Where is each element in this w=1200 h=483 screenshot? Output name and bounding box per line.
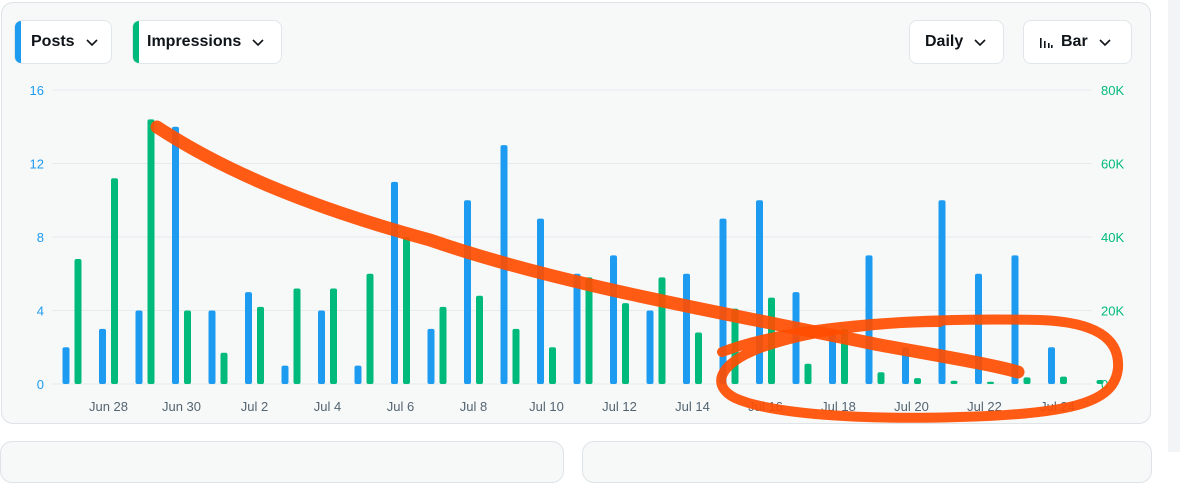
impressions-bar [476, 295, 483, 384]
x-axis-ticks: Jun 28 Jun 30 Jul 2 Jul 4 Jul 6 Jul 8 Jul 10 Ju… [89, 399, 1075, 414]
posts-bar [135, 310, 143, 384]
page-scrollbar[interactable] [1168, 0, 1180, 452]
x-tick-label: Jun 30 [162, 399, 201, 414]
posts-color-indicator [15, 21, 21, 63]
bar-chart-icon [1039, 35, 1053, 49]
left-tick-label: 12 [30, 157, 44, 172]
posts-bar [99, 328, 106, 384]
chart-type-dropdown[interactable]: Bar [1023, 20, 1132, 64]
left-tick-label: 8 [37, 230, 44, 245]
posts-bar [464, 200, 471, 384]
chevron-down-icon [973, 35, 987, 49]
posts-bar [208, 310, 216, 384]
impressions-metric-dropdown[interactable]: Impressions [132, 20, 282, 64]
right-tick-label: 0 [1101, 377, 1108, 392]
posts-bar [62, 347, 70, 384]
left-axis-ticks: 0 4 8 12 16 [30, 83, 44, 392]
right-tick-label: 20K [1101, 304, 1124, 319]
posts-bar [938, 200, 946, 384]
x-tick-label: Jul 14 [675, 399, 710, 414]
right-tick-label: 60K [1101, 157, 1124, 172]
posts-bar [391, 181, 398, 384]
gridlines [52, 89, 1092, 385]
posts-bar [683, 273, 690, 384]
posts-bar [318, 310, 325, 384]
impressions-bar [1060, 376, 1067, 384]
impressions-bar [403, 237, 410, 384]
impressions-bar [695, 332, 702, 384]
right-tick-label: 40K [1101, 230, 1124, 245]
impressions-bar [950, 380, 958, 384]
impressions-bar [257, 306, 264, 384]
impressions-bar [439, 306, 447, 384]
impressions-color-indicator [133, 21, 139, 63]
posts-bar [172, 126, 179, 384]
x-tick-label: Jun 28 [89, 399, 128, 414]
posts-bar [573, 273, 581, 384]
chevron-down-icon [85, 35, 99, 49]
impressions-bar [366, 273, 374, 384]
impressions-bar [549, 347, 556, 384]
x-tick-label: Jul 22 [967, 399, 1002, 414]
posts-bar [829, 328, 836, 384]
x-tick-label: Jul 20 [894, 399, 929, 414]
posts-bar [427, 328, 435, 384]
interval-dropdown[interactable]: Daily [909, 20, 1004, 64]
interval-label: Daily [925, 33, 964, 50]
left-tick-label: 16 [30, 83, 44, 98]
posts-metric-dropdown[interactable]: Posts [14, 20, 112, 64]
impressions-bar [147, 119, 155, 385]
impressions-bar [914, 378, 921, 384]
impressions-bar [1023, 377, 1031, 384]
posts-bar [756, 200, 763, 384]
impressions-bar [330, 288, 337, 384]
impressions-bar [622, 303, 629, 384]
left-tick-label: 4 [37, 304, 44, 319]
posts-bar [537, 218, 544, 384]
impressions-bar [220, 352, 228, 384]
posts-bar [719, 218, 727, 384]
impressions-bar [585, 277, 593, 384]
chevron-down-icon [1098, 35, 1112, 49]
secondary-card-left [0, 441, 564, 483]
impressions-bar [111, 178, 118, 384]
impressions-bar [987, 381, 994, 384]
x-tick-label: Jul 6 [387, 399, 414, 414]
annotation-trend-stroke [150, 120, 1025, 379]
impressions-bar [658, 277, 666, 384]
posts-bar [281, 365, 289, 384]
secondary-card-right [582, 441, 1152, 483]
right-axis-ticks: 0 20K 40K 60K 80K [1101, 83, 1124, 392]
impressions-bar [293, 288, 301, 384]
posts-bar [245, 292, 252, 384]
posts-bar [646, 310, 654, 384]
impressions-bar [804, 363, 812, 384]
x-tick-label: Jul 2 [241, 399, 268, 414]
posts-metric-label: Posts [31, 33, 75, 50]
impressions-bar [512, 328, 520, 384]
hand-drawn-annotation [150, 120, 1124, 423]
x-tick-label: Jul 10 [529, 399, 564, 414]
x-tick-label: Jul 8 [460, 399, 487, 414]
posts-bar [1048, 347, 1055, 384]
impressions-bar [74, 259, 82, 384]
left-tick-label: 0 [37, 377, 44, 392]
chart-type-label: Bar [1061, 33, 1088, 50]
chevron-down-icon [251, 35, 265, 49]
impressions-bar [184, 310, 191, 384]
annotation-circle-stroke [716, 314, 1124, 423]
impressions-bar [1096, 379, 1104, 384]
impressions-metric-label: Impressions [147, 33, 242, 50]
impressions-bar [877, 372, 885, 384]
posts-bar [354, 365, 362, 384]
x-tick-label: Jul 4 [314, 399, 341, 414]
x-tick-label: Jul 12 [602, 399, 637, 414]
right-tick-label: 80K [1101, 83, 1124, 98]
posts-bar [610, 255, 617, 384]
